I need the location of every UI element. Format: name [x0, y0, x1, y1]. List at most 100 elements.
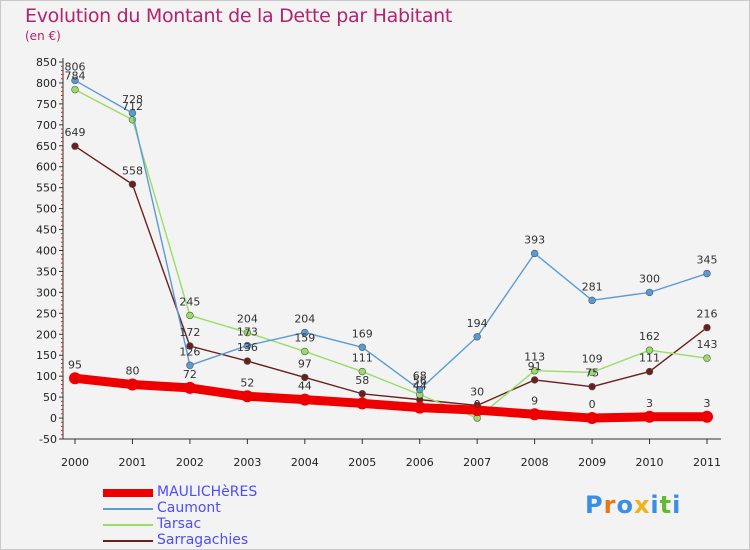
data-point — [358, 343, 366, 351]
y-tick-label: 650 — [36, 140, 57, 153]
data-point — [186, 311, 194, 320]
data-label: 0 — [474, 398, 481, 411]
legend-item: Tarsac — [103, 516, 333, 533]
data-point — [645, 288, 654, 297]
data-label: 784 — [65, 70, 86, 83]
data-point — [588, 368, 596, 377]
y-tick-label: 50 — [43, 391, 57, 404]
data-point — [530, 376, 539, 384]
data-point — [645, 367, 654, 376]
data-label: 204 — [294, 313, 315, 326]
legend-label: Caumont — [157, 500, 221, 516]
data-label: 136 — [237, 341, 258, 354]
data-label: 68 — [413, 370, 427, 383]
data-label: 172 — [179, 326, 200, 339]
x-tick-label: 2000 — [61, 456, 89, 469]
legend-label: MAULICHèRES — [157, 484, 258, 500]
data-point — [703, 354, 711, 362]
data-point — [186, 361, 194, 369]
data-point — [71, 76, 79, 85]
data-label: 345 — [697, 254, 718, 267]
y-tick-label: 550 — [36, 182, 57, 195]
data-point — [358, 367, 366, 376]
legend-label: Sarragachies — [157, 532, 249, 548]
data-label: 3 — [704, 397, 711, 410]
x-tick-label: 2011 — [693, 456, 721, 469]
y-tick-label: 200 — [36, 328, 57, 341]
data-point — [703, 269, 711, 278]
data-label: 30 — [470, 385, 484, 398]
data-label: 126 — [179, 345, 200, 358]
data-label: 649 — [65, 126, 86, 139]
data-label: 111 — [352, 352, 373, 365]
chart-title: Evolution du Montant de la Dette par Hab… — [25, 5, 453, 27]
series-line-3 — [74, 145, 708, 407]
legend-swatch — [103, 524, 153, 526]
logo-letter: o — [616, 491, 634, 519]
data-label: 281 — [582, 280, 603, 293]
x-tick-label: 2006 — [406, 456, 434, 469]
data-point — [586, 412, 599, 425]
data-label: 169 — [352, 327, 373, 340]
data-label: 558 — [122, 164, 143, 177]
data-label: 194 — [467, 317, 488, 330]
x-tick-label: 2009 — [578, 456, 606, 469]
legend-swatch — [103, 489, 153, 497]
data-point — [298, 393, 311, 406]
y-tick-label: 500 — [36, 203, 57, 216]
data-point — [71, 85, 79, 94]
data-label: 159 — [294, 331, 315, 344]
series-line-0 — [70, 373, 712, 423]
y-tick-label: 250 — [36, 307, 57, 320]
data-point — [588, 382, 596, 391]
data-label: 0 — [589, 398, 596, 411]
chart-subtitle: (en €) — [25, 29, 61, 43]
y-tick-label: 150 — [36, 349, 57, 362]
data-point — [126, 378, 139, 391]
logo-letter: i — [650, 491, 660, 519]
proxiti-logo: Proxiti — [585, 491, 681, 519]
x-tick-label: 2007 — [463, 456, 491, 469]
logo-letter: i — [672, 491, 682, 519]
data-label: 9 — [531, 394, 538, 407]
legend-label: Tarsac — [157, 516, 202, 532]
y-tick-label: -50 — [39, 433, 57, 446]
legend-swatch — [103, 540, 153, 542]
data-point — [413, 401, 426, 414]
data-label: 44 — [298, 380, 312, 393]
data-point — [186, 342, 194, 350]
data-label: 72 — [183, 368, 197, 381]
y-tick-label: 850 — [36, 56, 57, 69]
data-label: 91 — [528, 360, 542, 373]
logo-letter: t — [659, 491, 673, 519]
data-point — [128, 180, 137, 189]
x-tick-label: 2008 — [521, 456, 549, 469]
data-point — [71, 142, 79, 150]
y-tick-label: 800 — [36, 77, 57, 90]
y-tick-label: 750 — [36, 98, 57, 111]
y-tick-label: 400 — [36, 245, 57, 258]
data-point — [69, 372, 81, 385]
series-line-1 — [74, 79, 708, 391]
data-point — [243, 341, 252, 350]
data-point — [128, 109, 137, 117]
y-tick-label: 450 — [36, 224, 57, 237]
data-point — [301, 347, 309, 356]
data-label: 56 — [413, 375, 427, 388]
data-point — [701, 410, 713, 423]
data-label: 245 — [179, 295, 200, 308]
data-label: 712 — [122, 100, 143, 113]
y-tick-label: 100 — [36, 370, 57, 383]
data-point — [243, 328, 252, 337]
data-point — [528, 408, 541, 421]
y-tick-label: 700 — [36, 119, 57, 132]
y-tick-label: 350 — [36, 265, 57, 278]
data-point — [588, 296, 596, 305]
data-point — [473, 333, 481, 341]
legend-item: MAULICHèRES — [103, 484, 333, 501]
logo-letter: x — [633, 491, 651, 519]
x-tick-label: 2003 — [233, 456, 261, 469]
y-tick-label: 600 — [36, 161, 57, 174]
data-point — [356, 397, 369, 410]
